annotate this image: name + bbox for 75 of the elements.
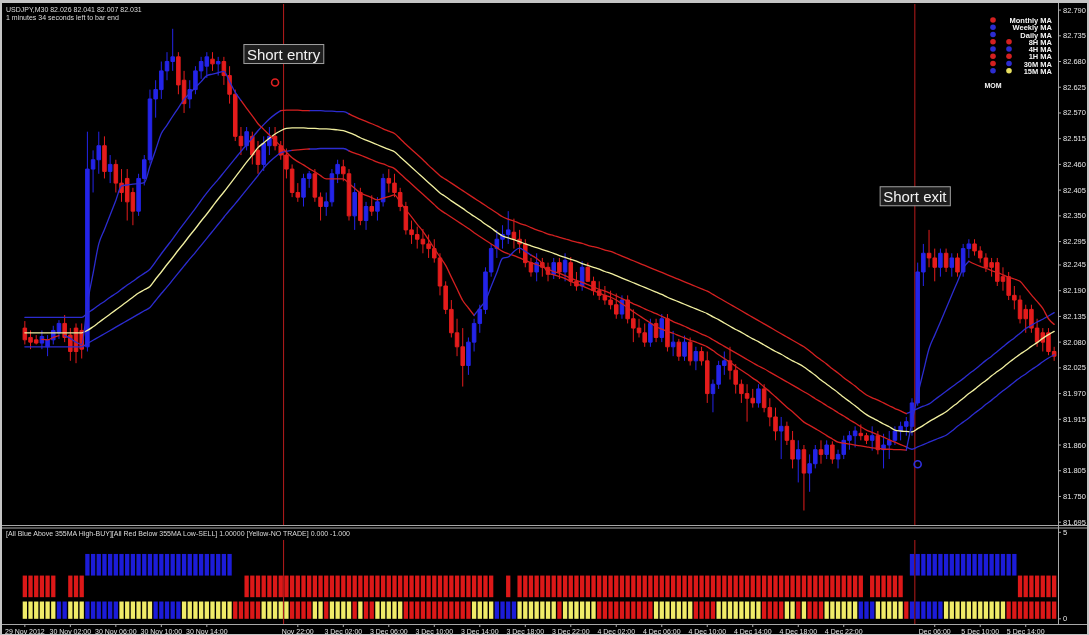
candlestick	[778, 416, 784, 460]
bar	[454, 575, 460, 598]
bar	[528, 575, 534, 598]
bar	[653, 601, 659, 619]
candlestick	[682, 335, 687, 362]
bar	[1017, 575, 1023, 598]
bar	[68, 575, 73, 598]
bar	[727, 575, 733, 598]
candlestick	[358, 187, 363, 226]
candlestick	[801, 444, 807, 511]
candlestick	[579, 260, 585, 292]
candlestick	[363, 201, 369, 231]
bar	[909, 553, 915, 576]
candlestick	[102, 135, 107, 179]
bar	[471, 601, 477, 619]
bar	[619, 575, 625, 598]
bar	[437, 575, 443, 598]
bar	[551, 601, 556, 619]
candlestick	[221, 56, 227, 86]
bar	[346, 601, 352, 619]
candlestick	[352, 182, 357, 231]
candlestick	[210, 51, 215, 72]
bar	[870, 575, 875, 598]
candlestick	[949, 252, 955, 278]
bar	[164, 553, 170, 576]
candlestick	[795, 439, 801, 483]
bar	[506, 575, 511, 598]
candlestick	[568, 256, 574, 287]
bar	[73, 575, 79, 598]
bar	[79, 601, 84, 619]
candlestick	[938, 248, 943, 278]
candlestick	[215, 56, 221, 77]
bar	[358, 601, 363, 619]
candlestick	[824, 439, 829, 460]
candlestick	[869, 425, 875, 452]
bar	[255, 575, 261, 598]
bar	[636, 575, 642, 598]
candlestick	[369, 194, 374, 217]
bar	[562, 601, 568, 619]
bar	[545, 575, 551, 598]
candlestick	[818, 439, 824, 465]
bar	[73, 601, 79, 619]
bar	[801, 601, 807, 619]
bar	[1000, 553, 1006, 576]
candlestick	[107, 154, 113, 184]
candlestick	[619, 294, 625, 320]
bar	[818, 575, 824, 598]
bar	[943, 601, 949, 619]
candlestick	[943, 248, 949, 273]
candlestick	[756, 383, 761, 409]
bar	[181, 601, 187, 619]
bar	[727, 601, 733, 619]
candlestick	[693, 346, 699, 371]
bar	[1000, 601, 1006, 619]
candlestick	[562, 252, 568, 282]
candlestick	[528, 257, 534, 278]
candlestick	[653, 318, 659, 343]
candlestick	[557, 257, 562, 280]
candlestick	[875, 430, 881, 455]
bar	[147, 601, 153, 619]
candlestick	[244, 126, 249, 151]
candlestick	[670, 330, 676, 357]
bar	[528, 601, 534, 619]
candlestick	[955, 252, 960, 278]
candlestick	[665, 313, 670, 352]
bar	[79, 575, 84, 598]
candlestick	[676, 338, 682, 362]
candlestick	[830, 440, 835, 465]
bar	[346, 575, 352, 598]
bar	[545, 601, 551, 619]
candlestick	[687, 336, 693, 367]
bar	[68, 601, 73, 619]
candlestick	[659, 313, 665, 343]
candlestick	[648, 318, 653, 348]
bar	[858, 575, 863, 598]
